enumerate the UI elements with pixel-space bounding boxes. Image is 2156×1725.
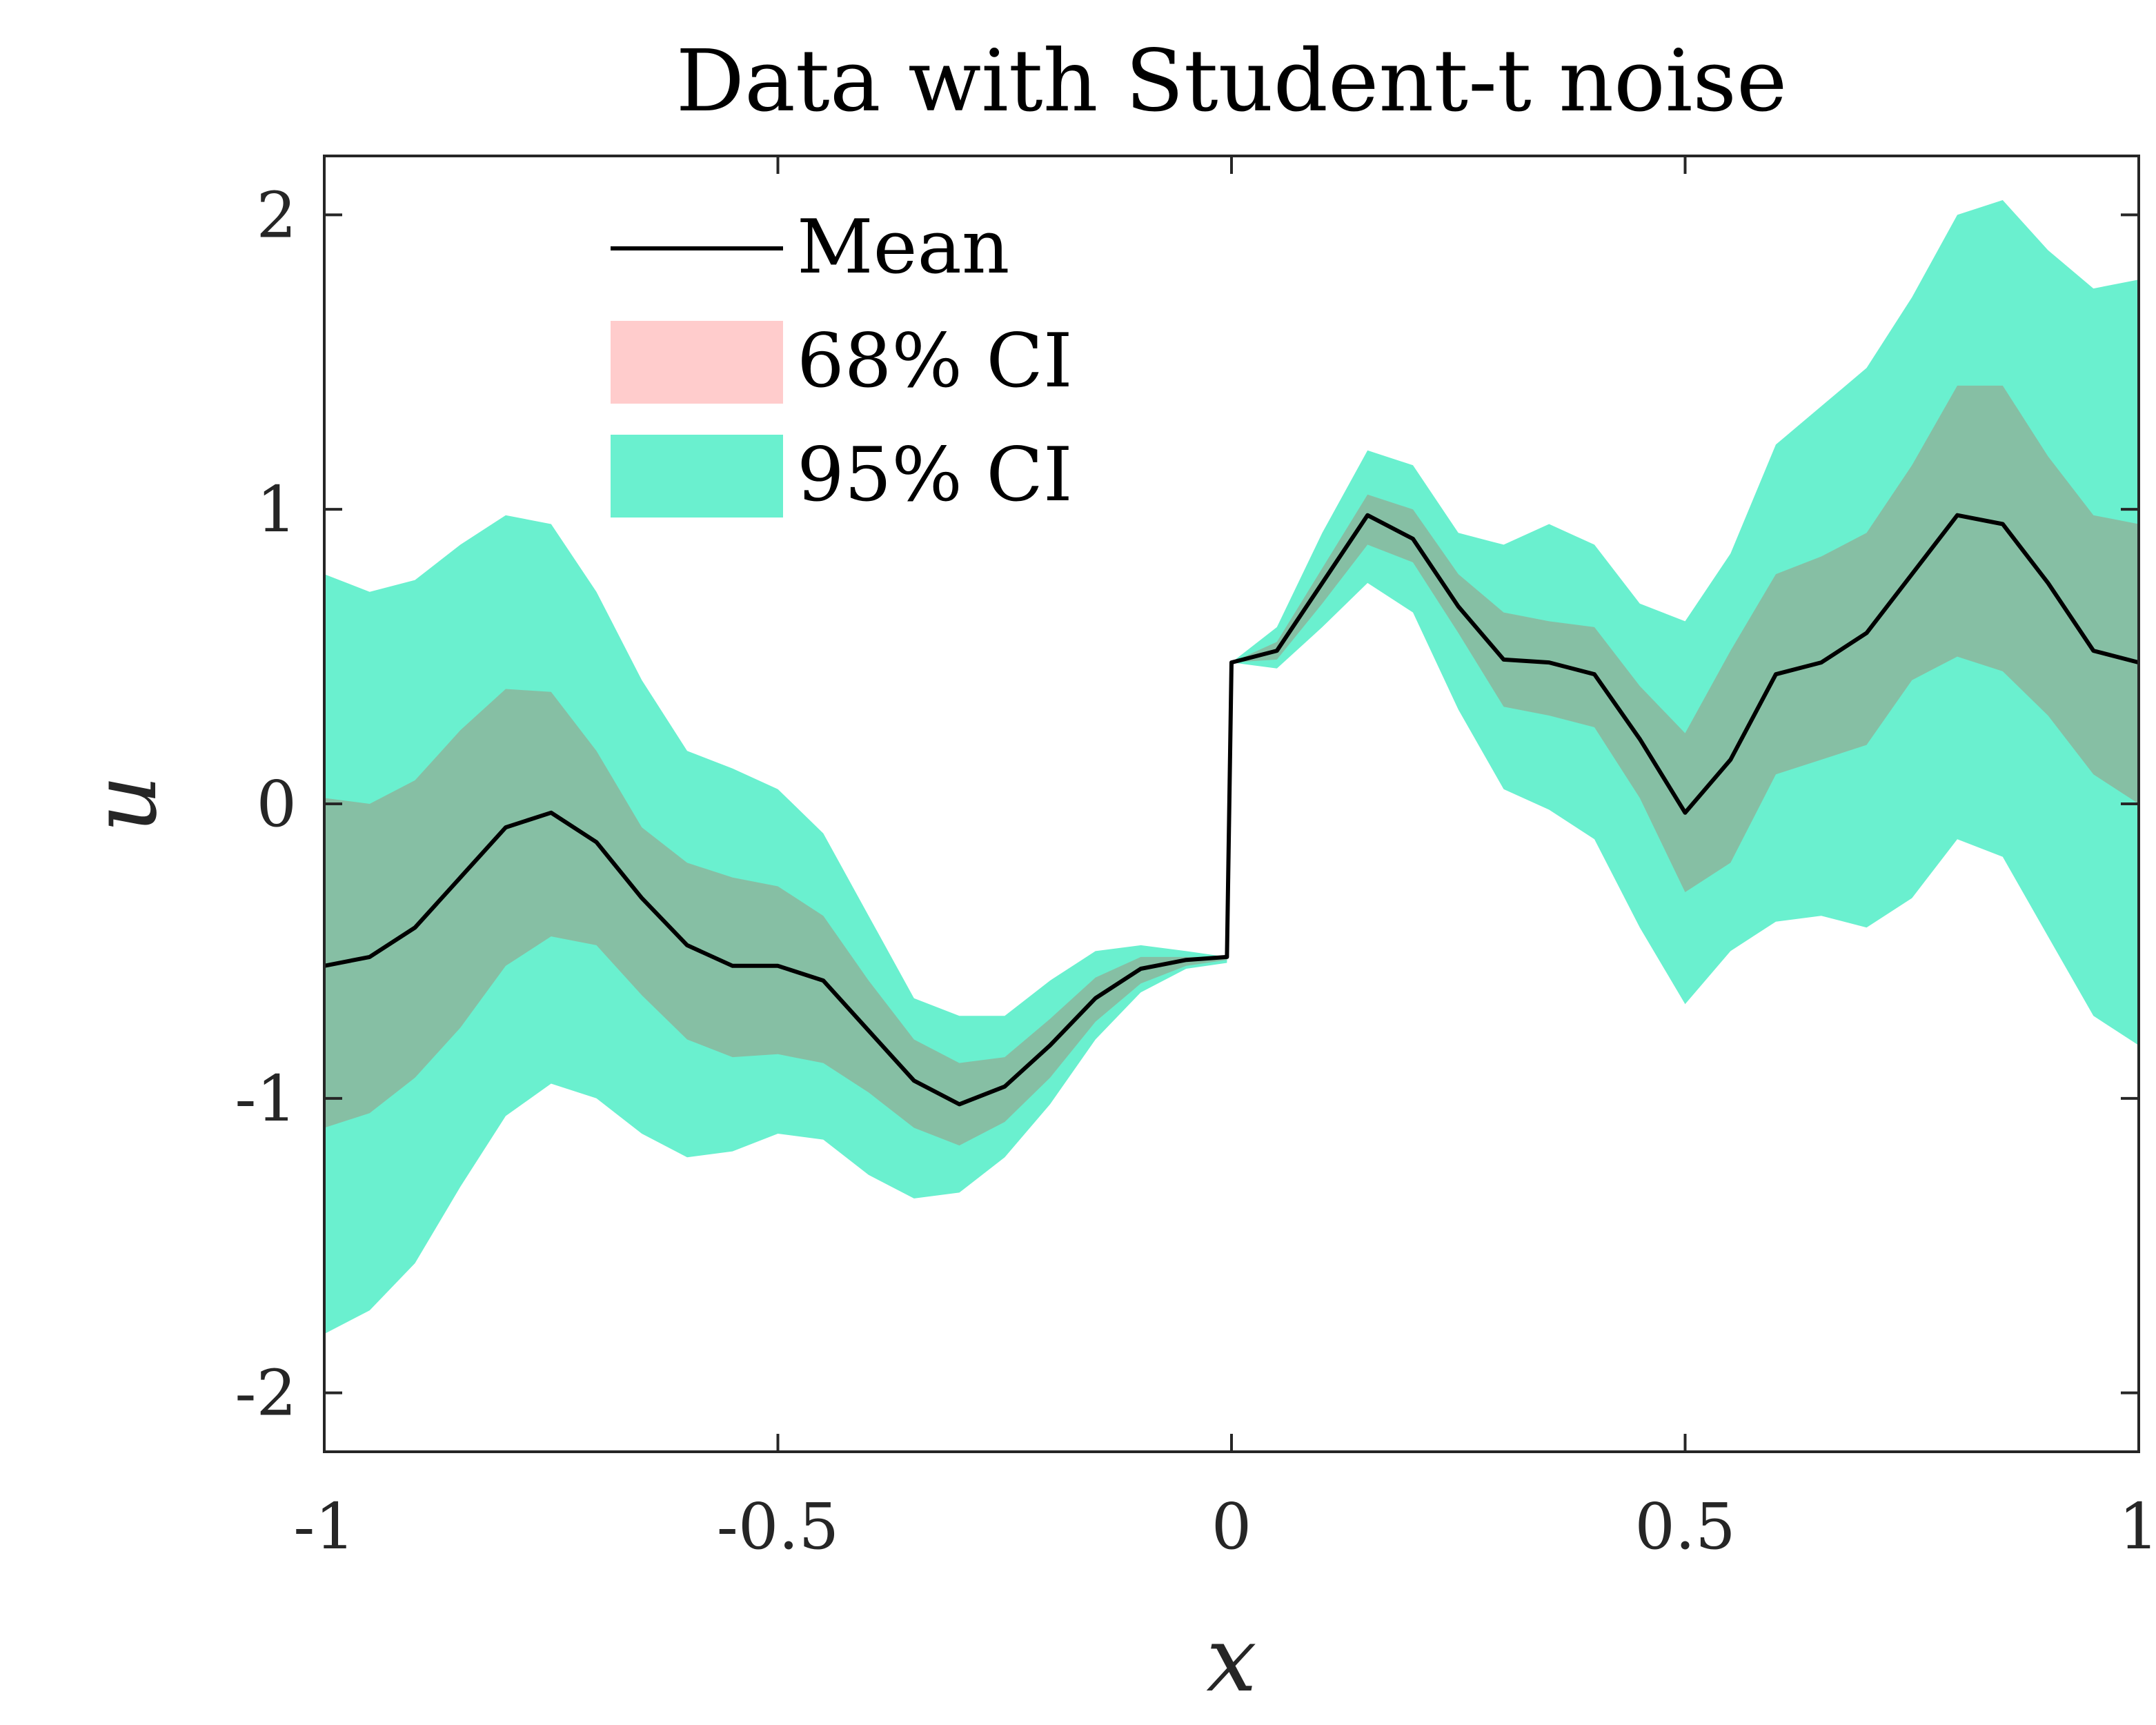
y-axis-label: u — [72, 775, 177, 833]
legend-ci95-label: 95% CI — [797, 432, 1073, 518]
y-tick-label: 0 — [256, 767, 297, 841]
mean-line — [324, 513, 2139, 1107]
x-axis-ticks: -1 -0.5 0 0.5 1 — [293, 156, 2156, 1564]
mean-line-group — [324, 513, 2139, 1107]
x-tick-label: 0.5 — [1634, 1490, 1735, 1564]
chart-title: Data with Student-t noise — [676, 32, 1788, 131]
y-tick-label: 2 — [256, 178, 297, 252]
x-axis-label: x — [1206, 1607, 1256, 1712]
x-tick-label: 1 — [2119, 1490, 2156, 1564]
x-tick-label: -0.5 — [717, 1490, 839, 1564]
ci68-band-group — [324, 385, 2139, 1146]
legend-ci68-swatch — [611, 321, 783, 404]
x-tick-label: -1 — [293, 1490, 355, 1564]
y-axis-ticks: -2 -1 0 1 2 — [235, 178, 2139, 1430]
y-tick-label: -2 — [235, 1357, 297, 1430]
legend-ci95-swatch — [611, 435, 783, 518]
y-tick-label: 1 — [256, 473, 297, 546]
ci68-band — [324, 385, 2139, 1146]
legend: Mean 68% CI 95% CI — [611, 204, 1073, 518]
legend-ci68-label: 68% CI — [797, 318, 1073, 404]
plot-area — [324, 200, 2139, 1334]
y-tick-label: -1 — [235, 1062, 297, 1136]
legend-mean-label: Mean — [797, 204, 1009, 290]
x-tick-label: 0 — [1211, 1490, 1252, 1564]
